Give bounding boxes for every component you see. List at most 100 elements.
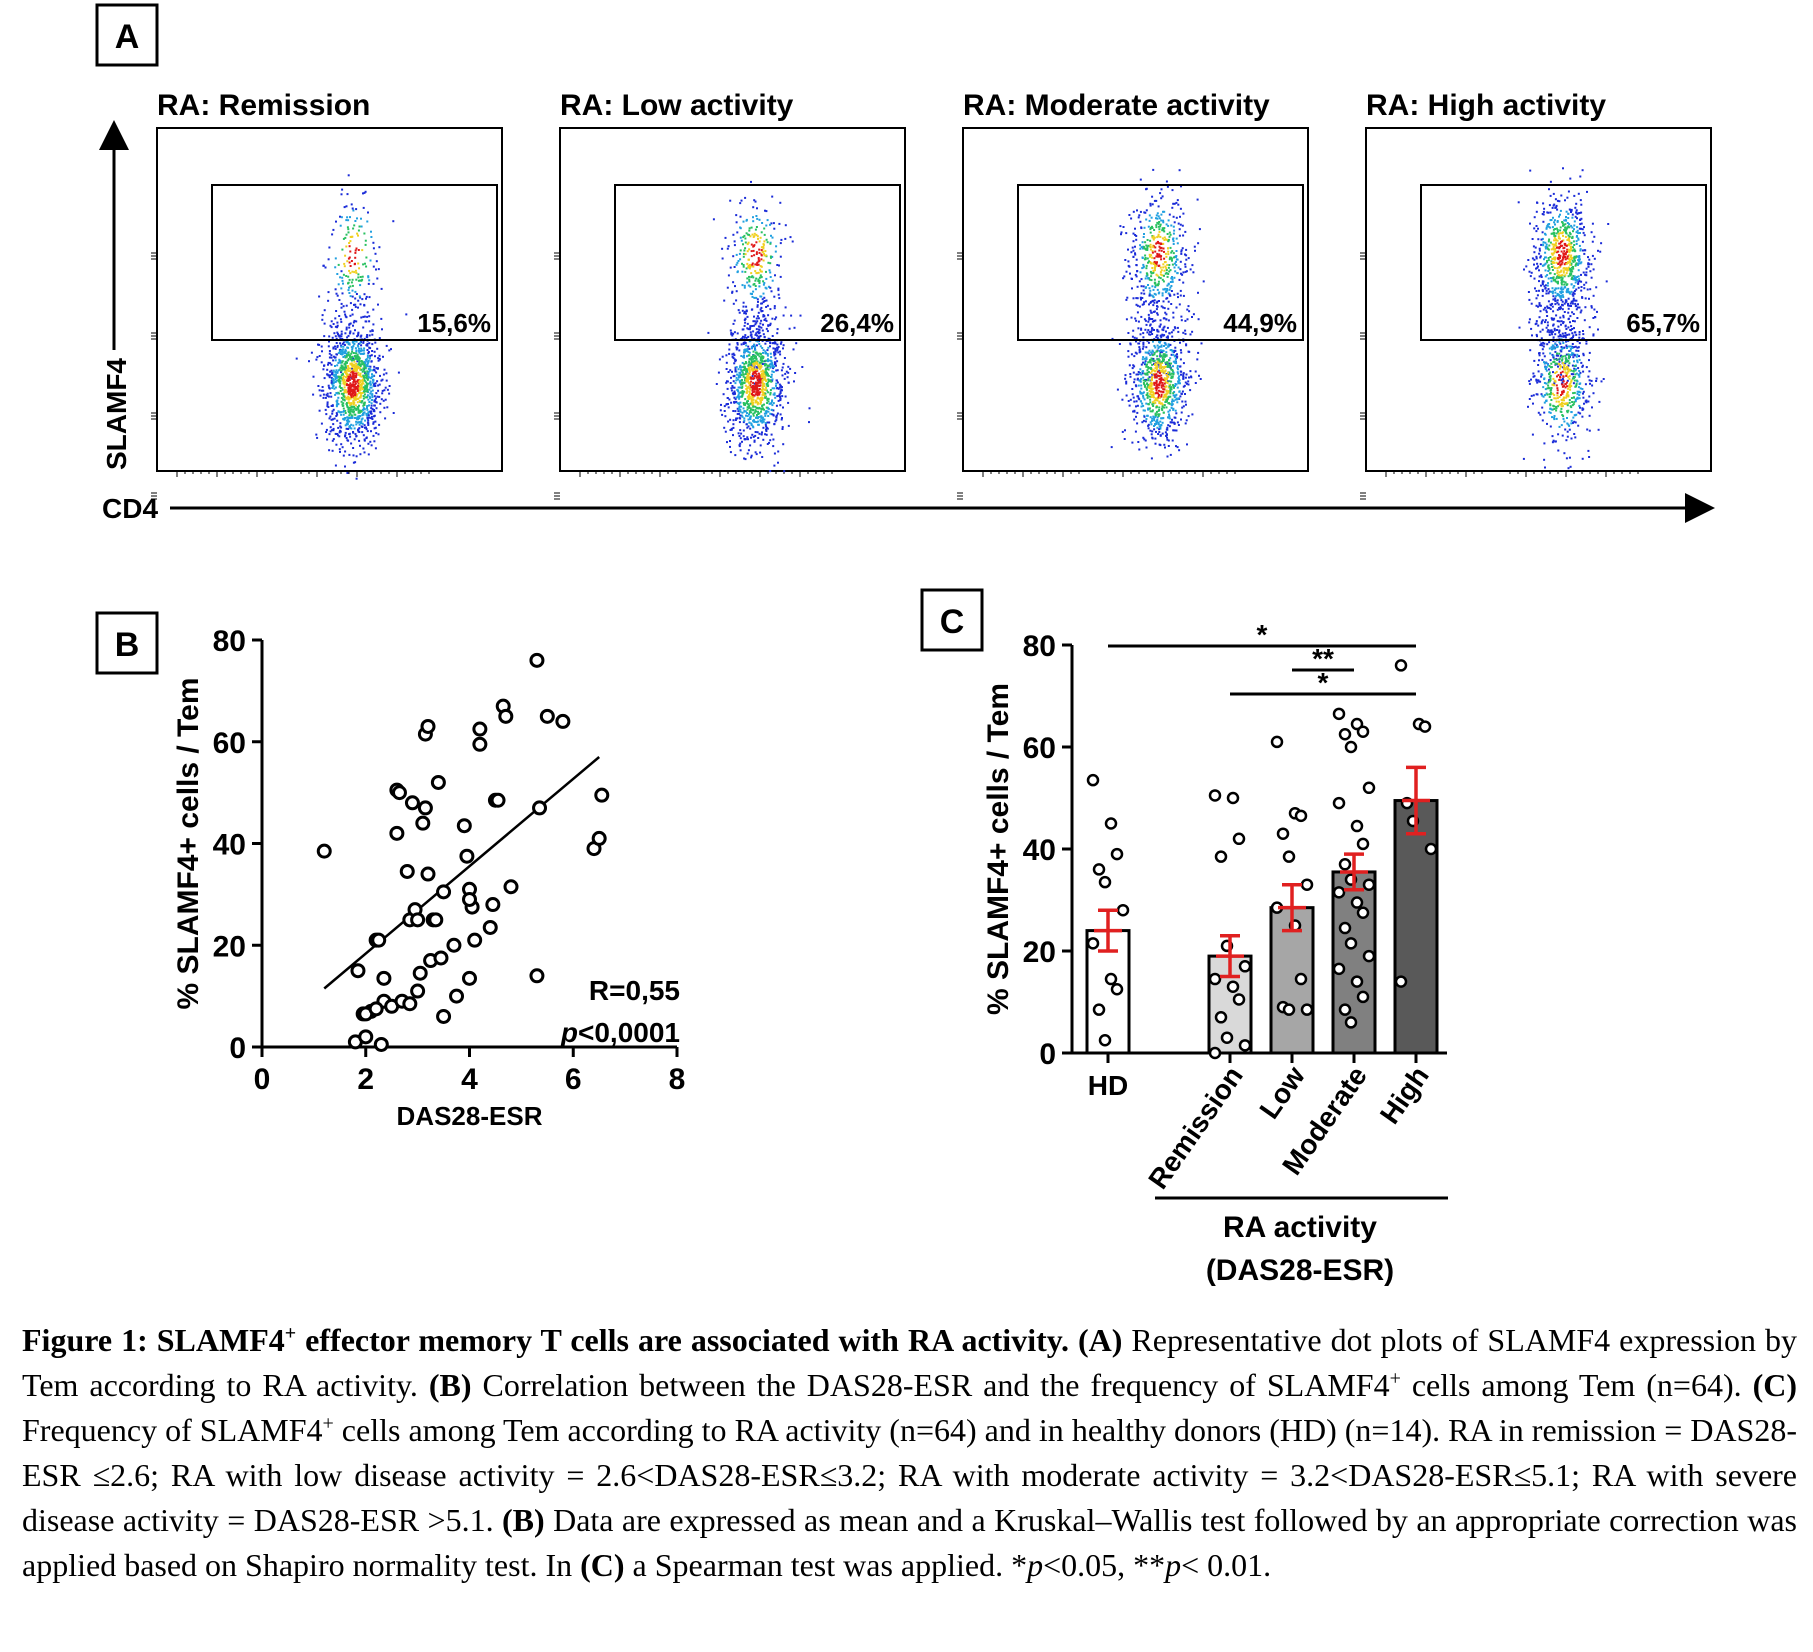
y-tick-label: 20: [1023, 936, 1056, 969]
x-tick-label: 8: [669, 1063, 686, 1096]
data-point: [1344, 1016, 1358, 1029]
caption-c2-text: a Spearman test was applied. *: [624, 1547, 1028, 1583]
caption-b-tag: (B): [417, 1367, 472, 1403]
y-axis-label: % SLAMF4+ cells / Tem: [982, 683, 1015, 1015]
caption-a-tag: (A): [1068, 1322, 1123, 1358]
data-point: [1338, 728, 1352, 741]
caption-b-text: Correlation between the DAS28-ESR and th…: [471, 1367, 1390, 1403]
panel-b: B 0 20 40 60 80 0 2 4 6 8 DAS28-ESR % SLAMF4+ cells…: [95, 611, 686, 1131]
dot-plot-title: RA: Remission: [157, 89, 370, 122]
y-tick-label: 80: [213, 625, 246, 658]
bar-chart: 0 20 40 60 80% SLAMF4+ cells / Tem HD Remissio…: [982, 619, 1447, 1194]
scatter-point: [404, 795, 420, 811]
data-point: [1418, 720, 1432, 733]
bar-high: [1393, 799, 1439, 1055]
data-point: [1232, 832, 1246, 846]
dot-plot-3: RA: Moderate activity 44,9%: [957, 89, 1309, 500]
caption-c-tag: (C): [1741, 1367, 1798, 1403]
data-point: [1276, 827, 1290, 840]
data-point: [1350, 975, 1364, 988]
data-point: [1226, 980, 1240, 993]
scatter-point: [410, 912, 426, 928]
data-point: [1332, 707, 1346, 721]
gate-percentage: 26,4%: [820, 308, 894, 338]
y-axis-label: % SLAMF4+ cells / Tem: [172, 677, 205, 1009]
data-point: [1116, 903, 1130, 917]
stat-p: p<0,0001: [560, 1017, 680, 1048]
data-point: [1214, 850, 1228, 863]
data-point: [1338, 1003, 1352, 1016]
y-tick-label: 0: [1039, 1038, 1056, 1071]
data-point: [1362, 878, 1376, 891]
scatter-point: [350, 963, 366, 979]
scatter-point: [358, 1029, 374, 1045]
dot-plot-title: RA: Moderate activity: [963, 89, 1270, 122]
dot-plot-frame: [962, 127, 1309, 472]
data-point: [1362, 949, 1376, 963]
scatter-point: [555, 713, 571, 729]
significance-stars: **: [1312, 643, 1334, 674]
scatter-point: [410, 983, 426, 999]
dot-plot-frame: [156, 127, 503, 472]
data-point: [1104, 817, 1118, 830]
x-tick-label: 2: [357, 1063, 374, 1096]
data-point: [1110, 983, 1124, 996]
scatter-point: [428, 912, 444, 928]
x-tick-label: 4: [461, 1063, 478, 1096]
regression-line: [323, 756, 600, 990]
data-point: [1098, 875, 1112, 889]
scatter-point: [430, 774, 446, 790]
caption-p1-rest: <0.05, **: [1043, 1547, 1166, 1583]
x-tick-label: High: [1374, 1061, 1435, 1130]
data-point: [1208, 789, 1222, 802]
panel-c-label: C: [940, 603, 965, 641]
scatter-point: [529, 652, 545, 668]
scatter-point: [539, 708, 555, 724]
dot-plot-4: RA: High activity 65,7%: [1360, 89, 1712, 500]
caption-c2-tag: (C): [572, 1547, 625, 1583]
scatter-point: [594, 787, 610, 803]
panel-a-label-box: [95, 3, 159, 67]
dot-cloud: [1110, 168, 1205, 460]
caption-p2-rest: < 0.01.: [1181, 1547, 1272, 1583]
group-label-line1: RA activity: [1223, 1211, 1377, 1244]
scatter-point: [391, 785, 407, 801]
significance-stars: *: [1257, 619, 1268, 650]
scatter-point: [436, 1008, 452, 1024]
caption-sup: +: [284, 1322, 297, 1345]
scatter-point: [436, 884, 452, 900]
data-point: [1214, 1011, 1228, 1024]
caption-title-b: effector memory T cells are associated w…: [296, 1322, 1069, 1358]
scatter-point: [490, 792, 506, 808]
panel-c-label-box: [920, 588, 984, 652]
scatter-point: [433, 950, 449, 966]
caption-c-text: Frequency of SLAMF4: [22, 1412, 323, 1448]
panel-c: C 0 20 40 60 80% SLAMF4+ cells / Tem HD Remiss…: [920, 588, 1448, 1287]
data-point: [1338, 921, 1352, 935]
scatter-point: [498, 708, 514, 724]
data-point: [1344, 937, 1358, 950]
panel-a: A SLAMF4 CD4 RA: Remission 15,6% RA: Low a…: [95, 3, 1715, 524]
scatter-point: [472, 721, 488, 737]
data-point: [1356, 990, 1370, 1004]
scatter-point: [485, 897, 501, 913]
scatter-point: [472, 736, 488, 752]
scatter-point: [402, 996, 418, 1012]
data-point: [1338, 858, 1352, 871]
data-point: [1300, 1003, 1314, 1016]
dot-plot-title: RA: High activity: [1366, 89, 1606, 122]
scatter-point: [446, 937, 462, 953]
scatter-point: [368, 1001, 384, 1017]
dot-plot-title: RA: Low activity: [560, 89, 794, 122]
significance-stars: *: [1318, 667, 1329, 698]
scatter-point: [462, 970, 477, 986]
scatter-point: [532, 800, 548, 816]
dot-plot-1: RA: Remission 15,6%: [151, 89, 503, 500]
scatter-point: [373, 1036, 389, 1052]
group-label-line2: (DAS28-ESR): [1206, 1254, 1394, 1287]
data-point: [1208, 972, 1222, 986]
y-tick-label: 40: [1023, 834, 1056, 867]
scatter-point: [316, 843, 332, 859]
gate-box: [1420, 184, 1707, 341]
dot-cloud: [295, 174, 408, 480]
